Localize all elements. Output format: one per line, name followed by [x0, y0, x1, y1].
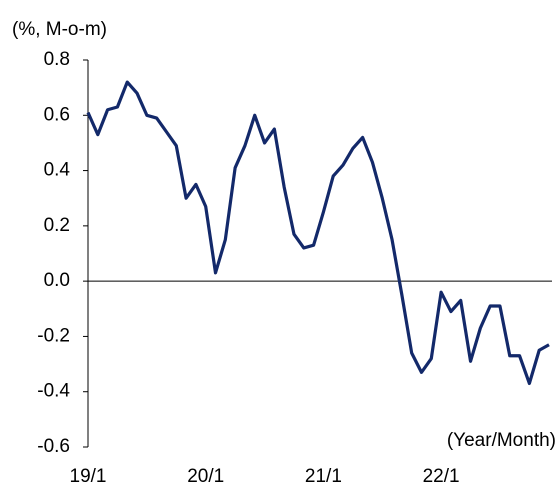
x-tick-label: 20/1 [187, 466, 224, 487]
y-axis-label: (%, M-o-m) [12, 19, 107, 40]
y-tick-label: 0.4 [44, 160, 71, 181]
y-tick-label: 0.8 [44, 49, 70, 70]
x-axis-label: (Year/Month) [447, 430, 556, 451]
y-tick-label: 0.0 [44, 270, 70, 291]
y-tick-label: 0.6 [44, 104, 70, 125]
y-tick-label: -0.4 [37, 381, 70, 402]
x-tick-label: 22/1 [423, 466, 460, 487]
x-tick-label: 19/1 [70, 466, 107, 487]
line-series [86, 80, 550, 386]
y-tick-label: -0.2 [37, 325, 70, 346]
y-tick-label: 0.2 [44, 215, 70, 236]
x-tick-label: 21/1 [305, 466, 342, 487]
y-tick-label: -0.6 [37, 436, 70, 457]
